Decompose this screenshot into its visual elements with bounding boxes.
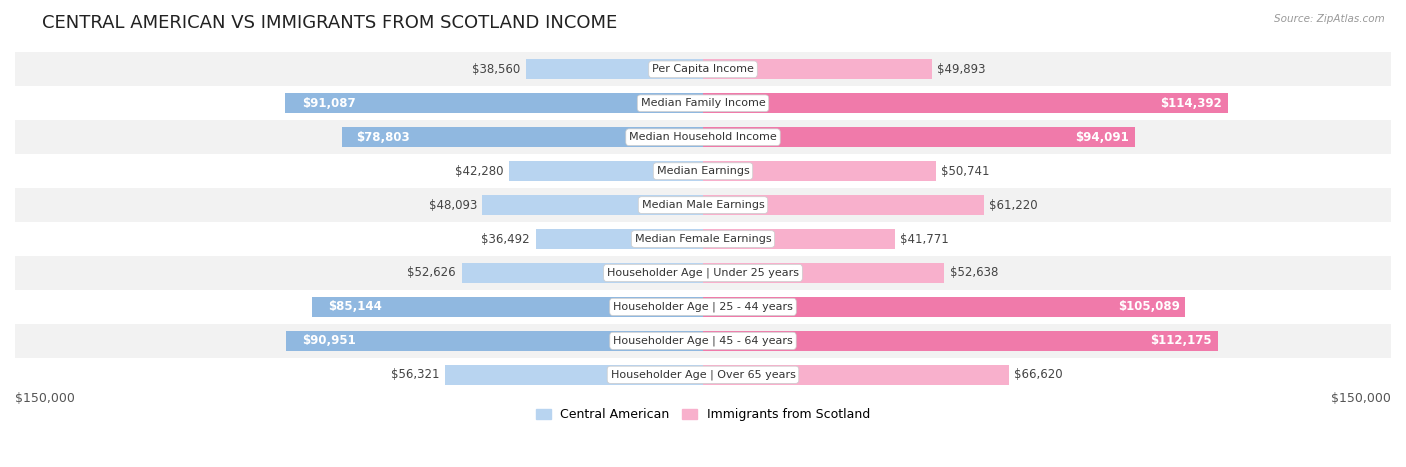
Text: $66,620: $66,620 <box>1014 368 1063 381</box>
Bar <box>15 324 1391 358</box>
Bar <box>703 127 1135 147</box>
Bar <box>703 195 984 215</box>
Bar <box>509 161 703 181</box>
Text: Householder Age | 45 - 64 years: Householder Age | 45 - 64 years <box>613 336 793 346</box>
Bar <box>703 59 932 79</box>
Text: $85,144: $85,144 <box>328 300 382 313</box>
Text: $48,093: $48,093 <box>429 198 477 212</box>
Text: $78,803: $78,803 <box>356 131 409 144</box>
Bar <box>703 263 945 283</box>
Bar <box>536 229 703 249</box>
Text: $150,000: $150,000 <box>15 392 75 405</box>
Text: $105,089: $105,089 <box>1118 300 1180 313</box>
Text: $61,220: $61,220 <box>990 198 1038 212</box>
Text: Median Earnings: Median Earnings <box>657 166 749 176</box>
Text: $52,638: $52,638 <box>950 267 998 279</box>
Bar <box>703 161 936 181</box>
Text: $56,321: $56,321 <box>391 368 439 381</box>
Bar <box>703 331 1218 351</box>
Text: $50,741: $50,741 <box>941 165 990 177</box>
Text: Median Male Earnings: Median Male Earnings <box>641 200 765 210</box>
Text: $90,951: $90,951 <box>302 334 356 347</box>
Bar <box>15 222 1391 256</box>
Text: $36,492: $36,492 <box>481 233 530 246</box>
Text: $38,560: $38,560 <box>472 63 520 76</box>
Bar <box>15 188 1391 222</box>
Bar <box>703 93 1227 113</box>
Bar <box>703 229 894 249</box>
Text: $42,280: $42,280 <box>456 165 503 177</box>
Text: $94,091: $94,091 <box>1076 131 1129 144</box>
Bar <box>342 127 703 147</box>
Bar <box>703 365 1008 385</box>
Text: Per Capita Income: Per Capita Income <box>652 64 754 74</box>
Text: Median Family Income: Median Family Income <box>641 98 765 108</box>
Text: $91,087: $91,087 <box>302 97 356 110</box>
Text: $49,893: $49,893 <box>938 63 986 76</box>
Bar <box>15 120 1391 154</box>
Bar <box>15 358 1391 392</box>
Text: $112,175: $112,175 <box>1150 334 1212 347</box>
Text: $114,392: $114,392 <box>1160 97 1222 110</box>
Bar <box>285 331 703 351</box>
Bar <box>444 365 703 385</box>
Text: Householder Age | 25 - 44 years: Householder Age | 25 - 44 years <box>613 302 793 312</box>
Bar <box>482 195 703 215</box>
Bar <box>15 86 1391 120</box>
Text: CENTRAL AMERICAN VS IMMIGRANTS FROM SCOTLAND INCOME: CENTRAL AMERICAN VS IMMIGRANTS FROM SCOT… <box>42 14 617 32</box>
Bar <box>312 297 703 317</box>
Text: $41,771: $41,771 <box>900 233 949 246</box>
Legend: Central American, Immigrants from Scotland: Central American, Immigrants from Scotla… <box>530 403 876 426</box>
Bar <box>526 59 703 79</box>
Text: $150,000: $150,000 <box>1331 392 1391 405</box>
Bar <box>703 297 1185 317</box>
Bar <box>461 263 703 283</box>
Text: Source: ZipAtlas.com: Source: ZipAtlas.com <box>1274 14 1385 24</box>
Bar <box>15 154 1391 188</box>
Text: Median Household Income: Median Household Income <box>628 132 778 142</box>
Bar <box>15 290 1391 324</box>
Text: Householder Age | Under 25 years: Householder Age | Under 25 years <box>607 268 799 278</box>
Text: Median Female Earnings: Median Female Earnings <box>634 234 772 244</box>
Text: $52,626: $52,626 <box>408 267 456 279</box>
Bar <box>15 256 1391 290</box>
Bar <box>285 93 703 113</box>
Bar <box>15 52 1391 86</box>
Text: Householder Age | Over 65 years: Householder Age | Over 65 years <box>610 369 796 380</box>
